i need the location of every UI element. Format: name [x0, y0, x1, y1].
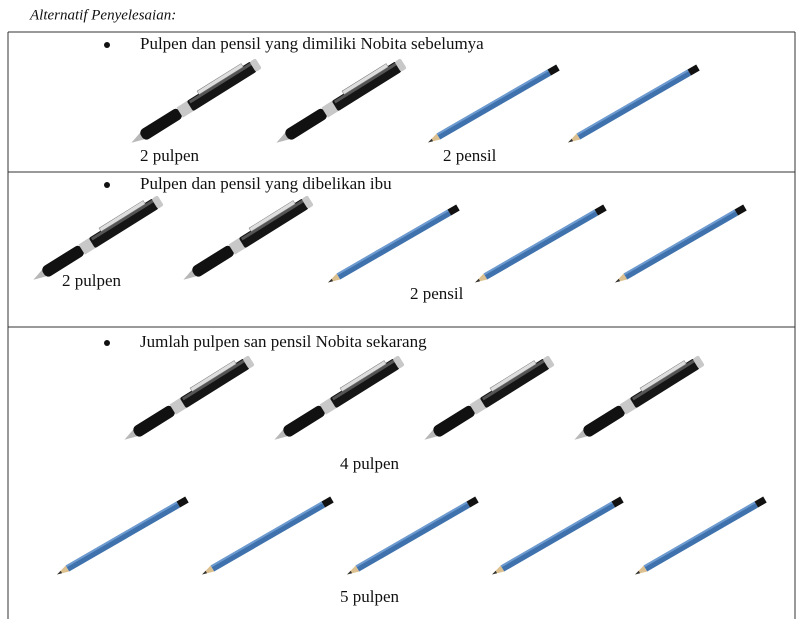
label: 4 pulpen [340, 454, 400, 473]
label: 5 pulpen [340, 587, 400, 606]
pencil-icon [326, 204, 459, 285]
label: 2 pulpen [140, 146, 200, 165]
bullet [104, 42, 110, 48]
bullet [104, 340, 110, 346]
pen-icon [272, 56, 407, 148]
pencil-icon [55, 496, 188, 577]
section-heading: Pulpen dan pensil yang dimiliki Nobita s… [140, 34, 484, 53]
pencil-icon [473, 204, 606, 285]
document: Alternatif Penyelesaian: Pulpen dan pens… [0, 0, 800, 619]
label: 2 pensil [443, 146, 497, 165]
section-heading: Jumlah pulpen san pensil Nobita sekarang [140, 332, 427, 351]
pencil-icon [613, 204, 746, 285]
pencil-icon [426, 64, 559, 145]
pencil-icon [345, 496, 478, 577]
section-heading: Pulpen dan pensil yang dibelikan ibu [140, 174, 392, 193]
pencil-icon [490, 496, 623, 577]
pencil-icon [633, 496, 766, 577]
page: Alternatif Penyelesaian: Pulpen dan pens… [0, 0, 800, 619]
pencil-icon [200, 496, 333, 577]
label: 2 pensil [410, 284, 464, 303]
pencil-icon [566, 64, 699, 145]
pen-icon [270, 353, 405, 445]
pen-icon [570, 353, 705, 445]
label: 2 pulpen [62, 271, 122, 290]
pen-icon [420, 353, 555, 445]
pen-icon [120, 353, 255, 445]
pen-icon [179, 193, 314, 285]
bullet [104, 182, 110, 188]
pen-icon [127, 56, 262, 148]
title: Alternatif Penyelesaian: [29, 7, 176, 23]
